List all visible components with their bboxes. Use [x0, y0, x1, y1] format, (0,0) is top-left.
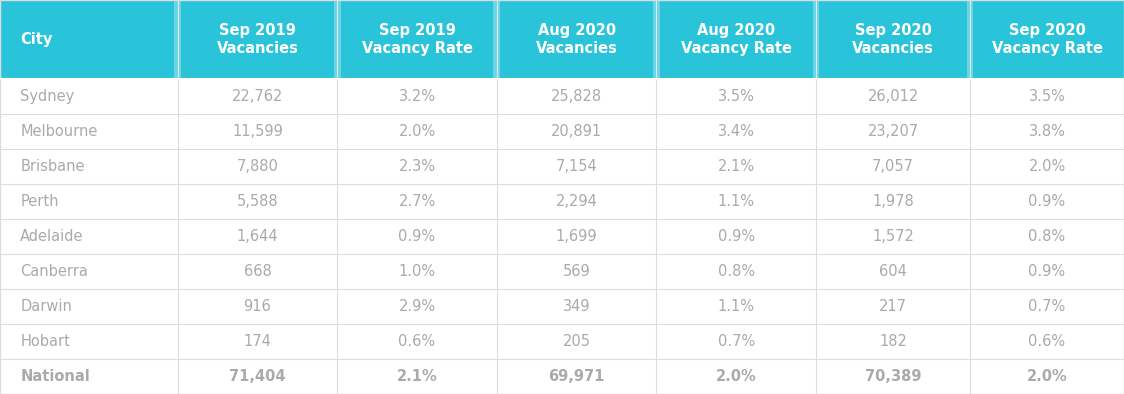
Text: City: City — [20, 32, 53, 47]
Text: Darwin: Darwin — [20, 299, 72, 314]
Text: 217: 217 — [879, 299, 907, 314]
Text: 0.8%: 0.8% — [717, 264, 755, 279]
Text: 1.1%: 1.1% — [718, 194, 754, 209]
Text: 0.6%: 0.6% — [1028, 334, 1066, 349]
Text: 26,012: 26,012 — [868, 89, 918, 104]
Bar — [0, 114, 1124, 149]
Bar — [0, 149, 1124, 184]
Text: 7,057: 7,057 — [872, 159, 914, 174]
Text: 174: 174 — [244, 334, 271, 349]
Bar — [0, 0, 1124, 79]
Text: 2.3%: 2.3% — [399, 159, 435, 174]
Text: 604: 604 — [879, 264, 907, 279]
Text: 7,880: 7,880 — [236, 159, 279, 174]
Text: Sydney: Sydney — [20, 89, 74, 104]
Text: 349: 349 — [563, 299, 590, 314]
Text: Brisbane: Brisbane — [20, 159, 84, 174]
Text: 3.2%: 3.2% — [399, 89, 435, 104]
Text: Sep 2019
Vacancies: Sep 2019 Vacancies — [217, 22, 298, 56]
Text: 0.9%: 0.9% — [717, 229, 755, 244]
Bar — [0, 289, 1124, 324]
Text: 0.7%: 0.7% — [717, 334, 755, 349]
Text: 2.0%: 2.0% — [1026, 369, 1068, 384]
Text: Sep 2019
Vacancy Rate: Sep 2019 Vacancy Rate — [362, 22, 472, 56]
Text: 3.5%: 3.5% — [1028, 89, 1066, 104]
Text: 25,828: 25,828 — [551, 89, 602, 104]
Text: 1,978: 1,978 — [872, 194, 914, 209]
Text: 5,588: 5,588 — [236, 194, 279, 209]
Text: 7,154: 7,154 — [555, 159, 598, 174]
Text: 916: 916 — [244, 299, 271, 314]
Text: 2.1%: 2.1% — [717, 159, 755, 174]
Text: Aug 2020
Vacancy Rate: Aug 2020 Vacancy Rate — [681, 22, 791, 56]
Text: 569: 569 — [563, 264, 590, 279]
Bar — [174, 0, 181, 79]
Text: 2.7%: 2.7% — [398, 194, 436, 209]
Bar — [493, 0, 500, 79]
Text: Perth: Perth — [20, 194, 58, 209]
Text: 22,762: 22,762 — [232, 89, 283, 104]
Bar — [967, 0, 973, 79]
Text: Aug 2020
Vacancies: Aug 2020 Vacancies — [536, 22, 617, 56]
Text: 205: 205 — [563, 334, 590, 349]
Text: 0.7%: 0.7% — [1028, 299, 1066, 314]
Bar — [334, 0, 341, 79]
Text: 1.0%: 1.0% — [398, 264, 436, 279]
Text: 69,971: 69,971 — [549, 369, 605, 384]
Text: 0.8%: 0.8% — [1028, 229, 1066, 244]
Text: 1,699: 1,699 — [555, 229, 598, 244]
Text: 20,891: 20,891 — [551, 124, 602, 139]
Text: 2,294: 2,294 — [555, 194, 598, 209]
Bar — [0, 324, 1124, 359]
Text: 182: 182 — [879, 334, 907, 349]
Bar — [813, 0, 819, 79]
Text: 2.0%: 2.0% — [716, 369, 756, 384]
Text: 2.0%: 2.0% — [1028, 159, 1066, 174]
Text: 70,389: 70,389 — [864, 369, 922, 384]
Text: 0.9%: 0.9% — [1028, 264, 1066, 279]
Text: Sep 2020
Vacancy Rate: Sep 2020 Vacancy Rate — [991, 22, 1103, 56]
Text: 3.4%: 3.4% — [718, 124, 754, 139]
Text: 0.9%: 0.9% — [1028, 194, 1066, 209]
Text: Hobart: Hobart — [20, 334, 70, 349]
Text: 0.9%: 0.9% — [398, 229, 436, 244]
Bar — [0, 79, 1124, 114]
Text: National: National — [20, 369, 90, 384]
Text: 3.5%: 3.5% — [718, 89, 754, 104]
Text: 1,572: 1,572 — [872, 229, 914, 244]
Bar — [653, 0, 660, 79]
Text: 1,644: 1,644 — [236, 229, 279, 244]
Bar — [0, 359, 1124, 394]
Text: Melbourne: Melbourne — [20, 124, 98, 139]
Bar — [0, 219, 1124, 254]
Text: Sep 2020
Vacancies: Sep 2020 Vacancies — [852, 22, 934, 56]
Text: 0.6%: 0.6% — [398, 334, 436, 349]
Text: 2.9%: 2.9% — [398, 299, 436, 314]
Text: Canberra: Canberra — [20, 264, 88, 279]
Text: 3.8%: 3.8% — [1028, 124, 1066, 139]
Text: Adelaide: Adelaide — [20, 229, 83, 244]
Bar — [0, 254, 1124, 289]
Text: 11,599: 11,599 — [232, 124, 283, 139]
Text: 71,404: 71,404 — [229, 369, 285, 384]
Text: 668: 668 — [244, 264, 271, 279]
Bar — [0, 184, 1124, 219]
Text: 23,207: 23,207 — [868, 124, 918, 139]
Text: 1.1%: 1.1% — [718, 299, 754, 314]
Text: 2.1%: 2.1% — [397, 369, 437, 384]
Text: 2.0%: 2.0% — [398, 124, 436, 139]
